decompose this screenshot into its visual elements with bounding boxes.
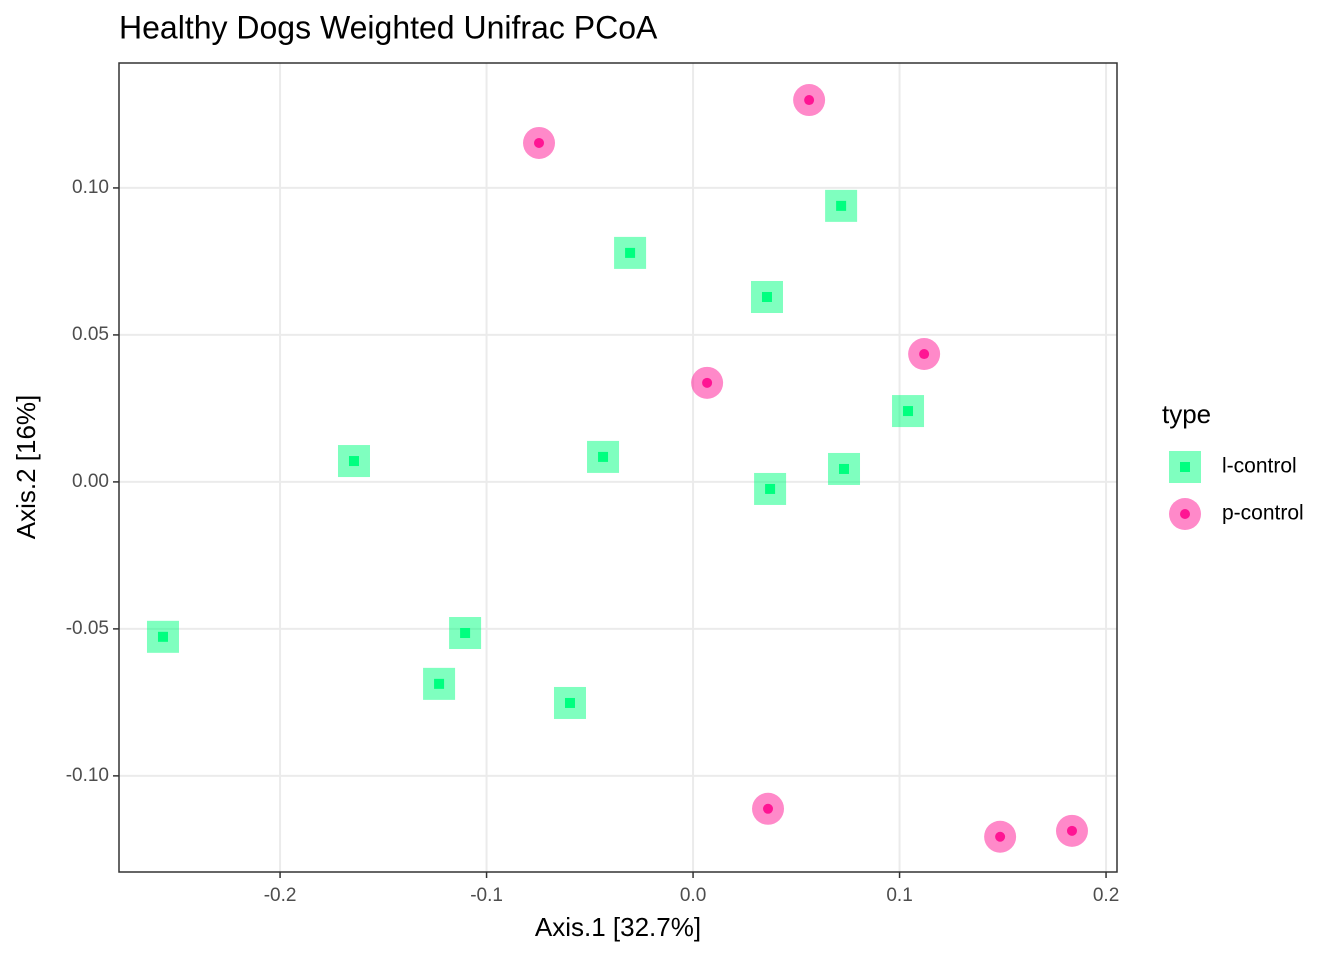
x-tick-label: 0.2 — [1093, 885, 1119, 906]
marker-core — [460, 628, 471, 639]
y-tick-label: 0.10 — [72, 177, 109, 198]
x-tick-label: -0.1 — [470, 885, 503, 906]
marker-core — [836, 200, 847, 211]
legend-key — [1169, 451, 1201, 483]
point — [892, 395, 925, 428]
legend-key — [1169, 498, 1201, 530]
marker-core — [702, 377, 713, 388]
marker-core — [763, 803, 774, 814]
y-tick-label: 0.05 — [72, 324, 109, 345]
point — [614, 236, 647, 269]
marker-core — [919, 349, 930, 360]
legend-label: p-control — [1222, 502, 1304, 525]
x-tick-label: 0.0 — [680, 885, 706, 906]
y-tick-label: -0.05 — [66, 618, 109, 639]
point — [553, 686, 586, 719]
y-tick-label: 0.00 — [72, 471, 109, 492]
marker-core — [804, 95, 815, 106]
y-tick-label: -0.10 — [66, 765, 109, 786]
point — [423, 667, 456, 700]
point — [984, 820, 1017, 853]
marker-core — [348, 456, 359, 467]
marker-core — [1180, 509, 1190, 519]
point — [825, 189, 858, 222]
point — [146, 620, 179, 653]
point — [828, 452, 861, 485]
point — [752, 792, 785, 825]
point — [587, 440, 620, 473]
point — [1055, 814, 1088, 847]
x-tick-label: -0.2 — [264, 885, 297, 906]
point — [337, 445, 370, 478]
y-axis-label: Axis.2 [16%] — [11, 395, 41, 540]
marker-core — [1066, 825, 1077, 836]
x-axis-label: Axis.1 [32.7%] — [535, 912, 701, 942]
marker-core — [903, 406, 914, 417]
chart-title: Healthy Dogs Weighted Unifrac PCoA — [119, 9, 658, 45]
marker-core — [434, 678, 445, 689]
point — [750, 280, 783, 313]
x-tick-label: 0.1 — [886, 885, 912, 906]
marker-core — [157, 631, 168, 642]
point — [691, 366, 724, 399]
plot-border — [118, 62, 1118, 873]
point — [523, 126, 556, 159]
legend-label: l-control — [1222, 455, 1297, 478]
marker-core — [1180, 462, 1190, 472]
point — [793, 84, 826, 117]
marker-core — [995, 831, 1006, 842]
marker-core — [625, 247, 636, 258]
point — [908, 338, 941, 371]
point — [754, 472, 787, 505]
point — [449, 617, 482, 650]
marker-core — [839, 463, 850, 474]
marker-core — [598, 451, 609, 462]
legend-title: type — [1162, 399, 1211, 429]
marker-core — [564, 697, 575, 708]
marker-core — [534, 137, 545, 148]
marker-core — [765, 483, 776, 494]
marker-core — [761, 291, 772, 302]
